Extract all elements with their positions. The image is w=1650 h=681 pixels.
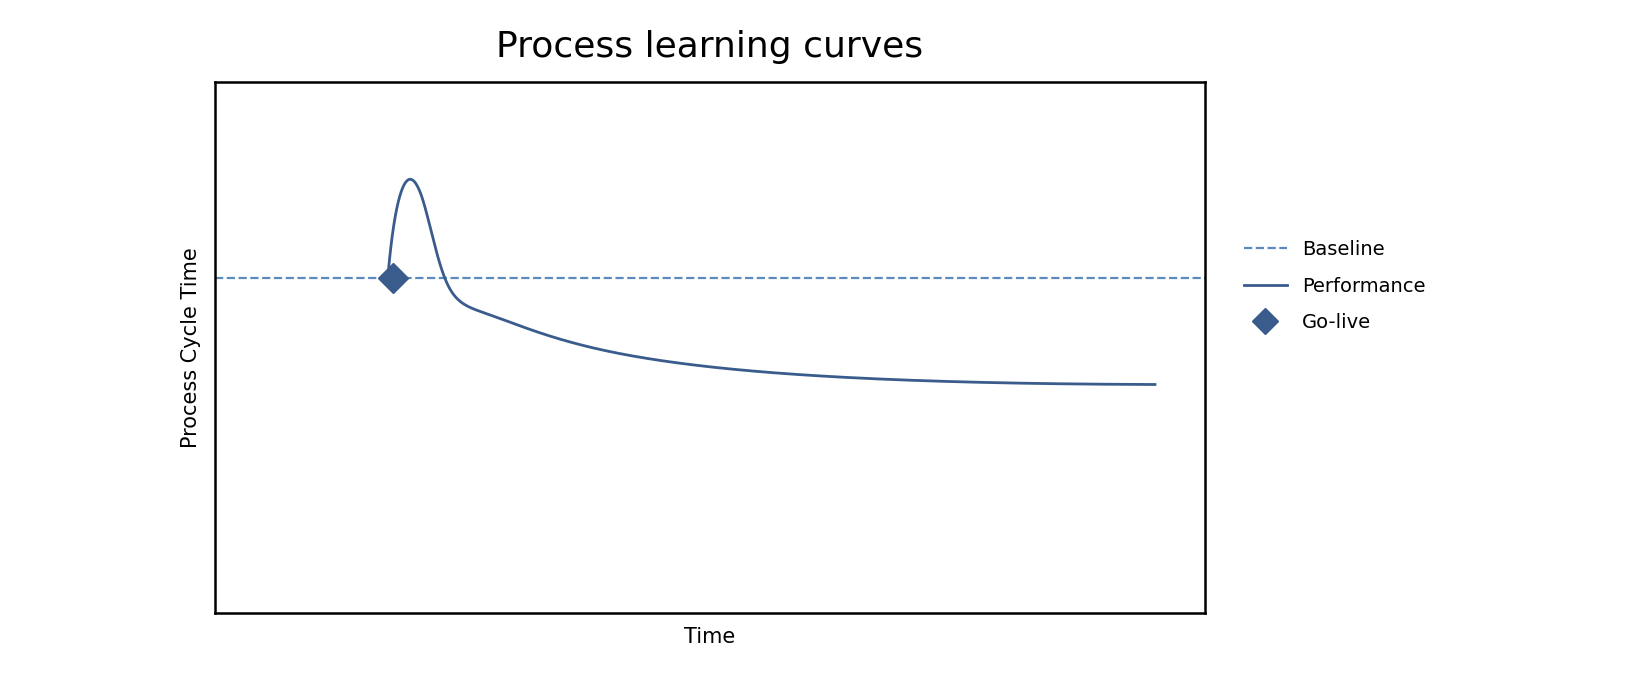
Legend: Baseline, Performance, Go-live: Baseline, Performance, Go-live	[1244, 240, 1426, 332]
Y-axis label: Process Cycle Time: Process Cycle Time	[180, 247, 201, 447]
Title: Process learning curves: Process learning curves	[497, 30, 922, 64]
X-axis label: Time: Time	[683, 627, 736, 647]
